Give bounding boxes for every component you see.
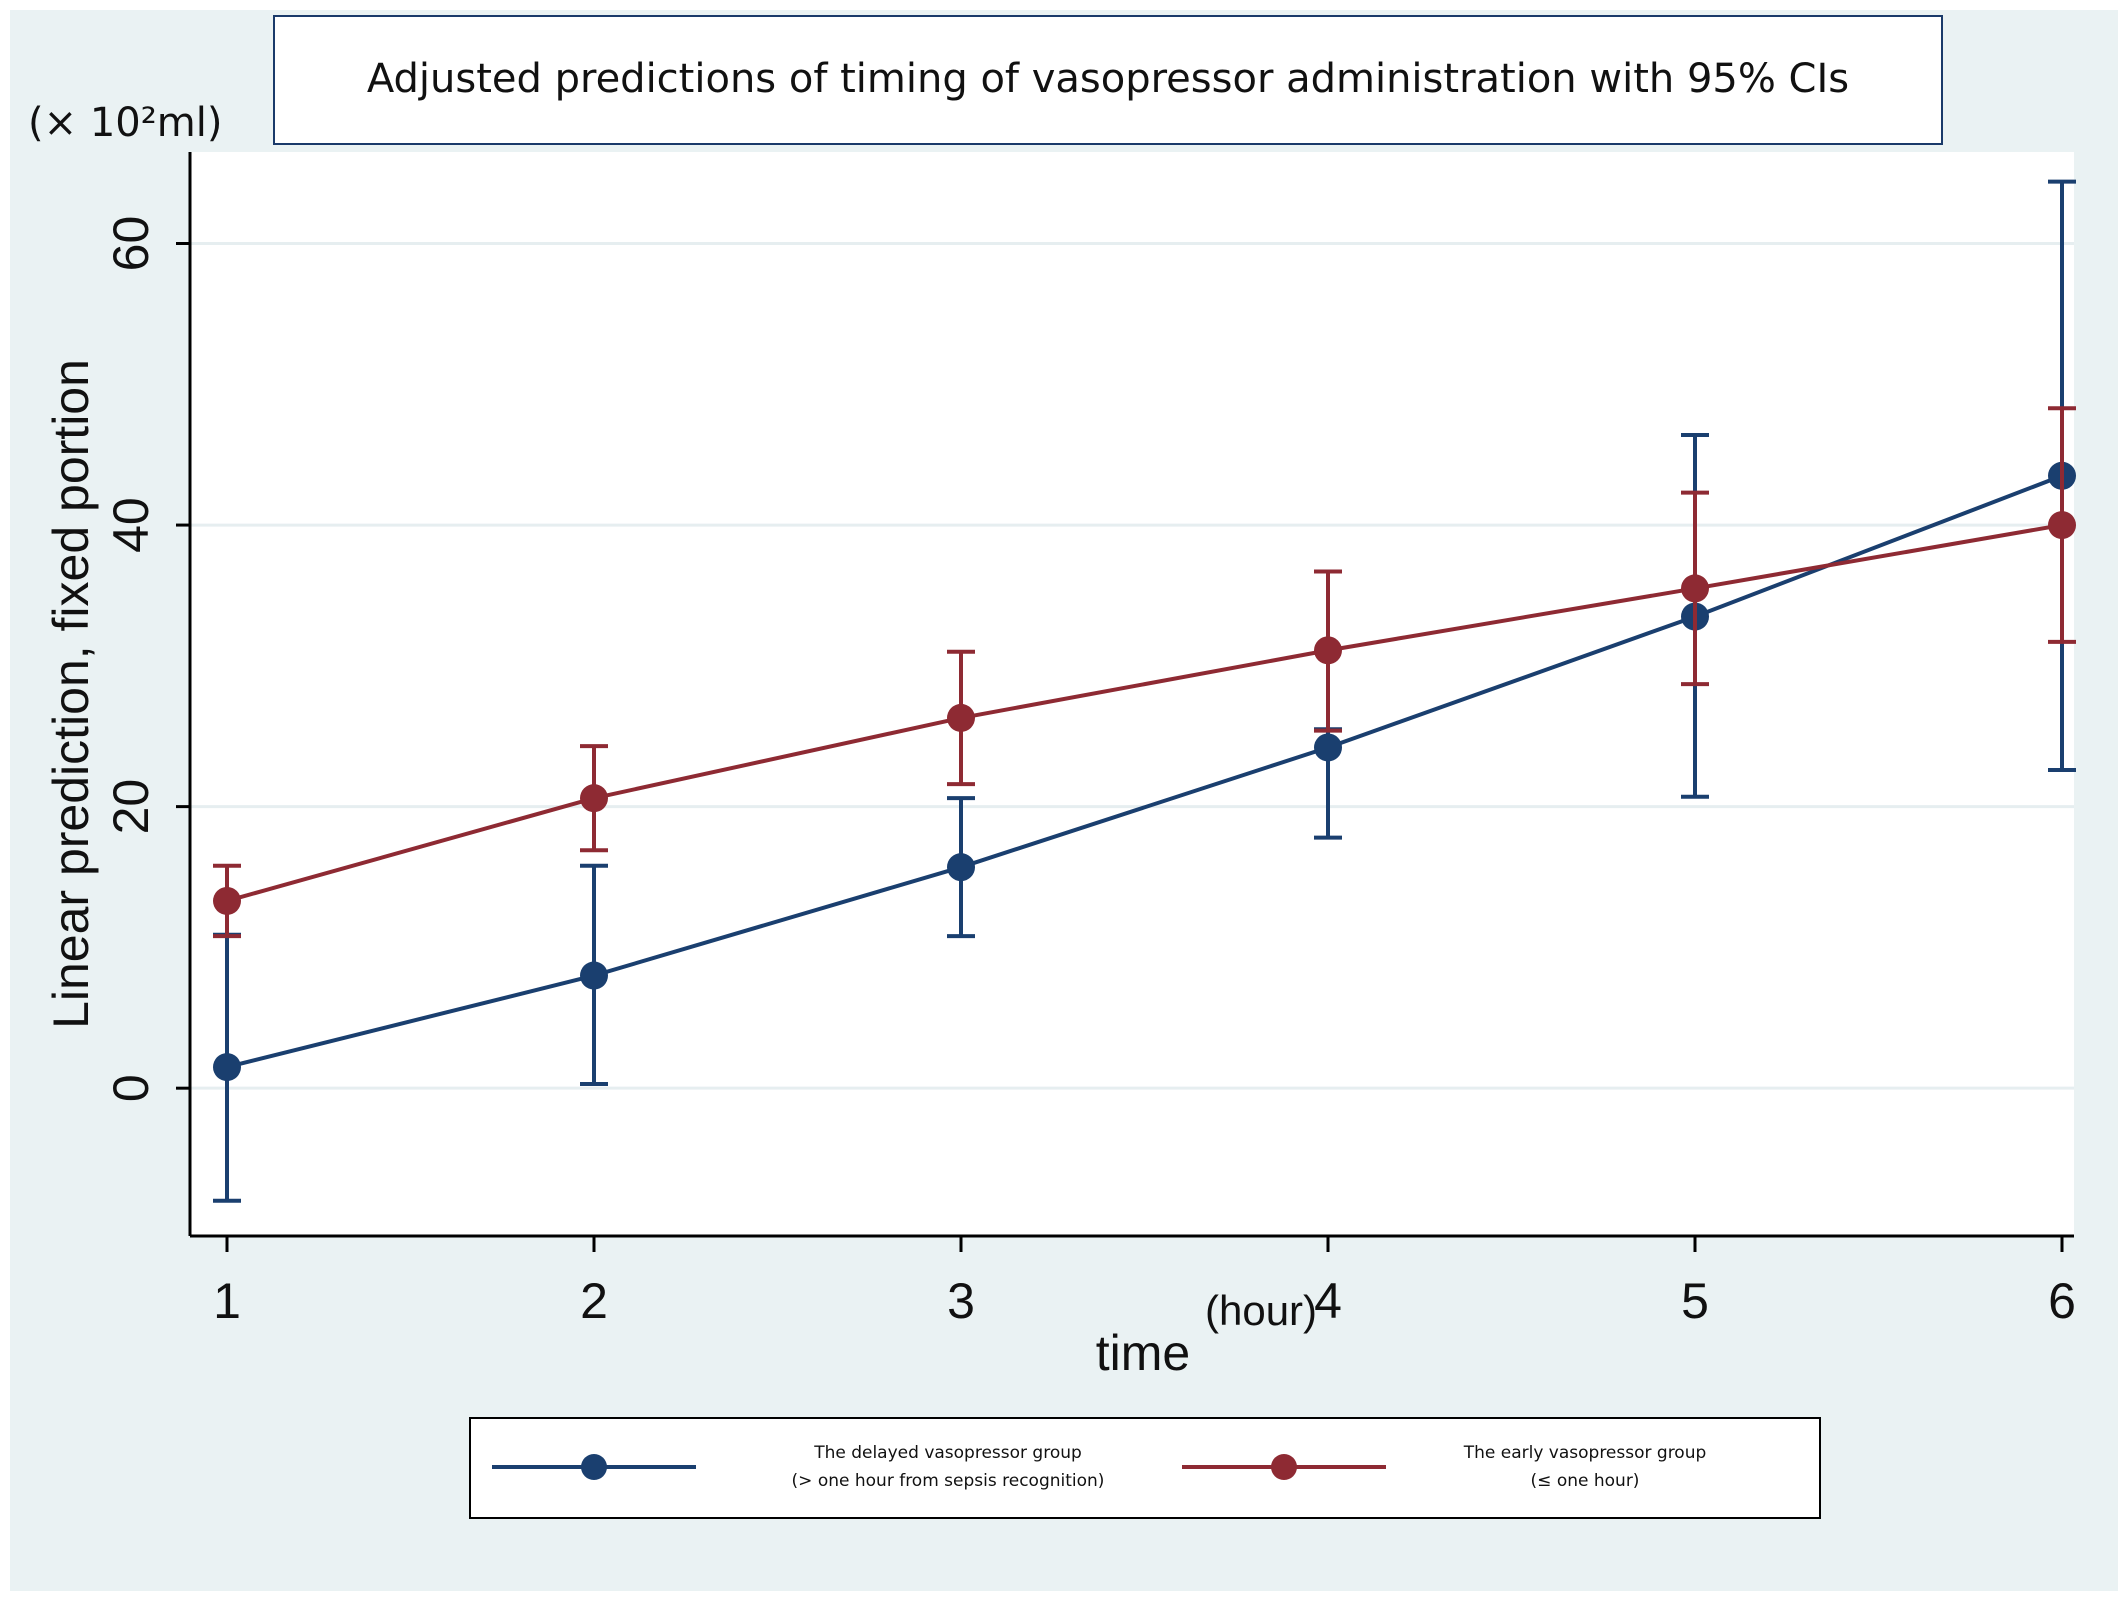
x-tick-label-1: 1 [213,1273,241,1329]
y-tick-label-0: 0 [103,1074,159,1102]
data-point-early-2 [580,784,608,813]
x-axis-title: time [1096,1325,1190,1381]
data-point-delayed-2 [580,961,608,990]
legend-label-delayed-line2: (> one hour from sepsis recognition) [792,1471,1105,1491]
gridlines [191,242,2074,1090]
series-line-delayed [226,473,2063,1070]
legend-label-early-line2: (≤ one hour) [1531,1471,1640,1491]
data-point-delayed-1 [213,1053,241,1082]
series-line-early [226,523,2063,903]
data-point-early-6 [2048,511,2076,540]
legend-entry-delayed: The delayed vasopressor group (> one hou… [492,1443,1104,1491]
data-point-delayed-3 [947,853,975,882]
y-tick-label-40: 40 [103,497,159,553]
legend-label-early: The early vasopressor group [1463,1443,1707,1463]
x-tick-label-3: 3 [947,1273,975,1329]
data-point-early-1 [213,886,241,915]
series-early [213,406,2076,939]
legend-entry-early: The early vasopressor group (≤ one hour) [1182,1443,1706,1491]
x-axis-unit: (hour) [1205,1287,1317,1334]
data-point-early-4 [1314,636,1342,665]
legend-swatch-marker-delayed [581,1454,607,1480]
series-group [213,179,2076,1203]
y-axis-ticks: 0 20 40 60 [103,216,190,1102]
y-axis-title: Linear prediction, fixed portion [43,359,99,1029]
chart-title: Adjusted predictions of timing of vasopr… [367,56,1849,102]
x-tick-label-5: 5 [1681,1273,1709,1329]
x-tick-label-4: 4 [1314,1273,1342,1329]
title-box [273,15,1943,145]
x-tick-label-2: 2 [580,1273,608,1329]
legend-label-delayed: The delayed vasopressor group [813,1443,1082,1463]
x-tick-label-6: 6 [2048,1273,2076,1329]
x-axis-ticks: 1 2 3 4 5 6 [213,1236,2076,1329]
legend-swatch-marker-early [1271,1454,1297,1480]
plot-area [190,152,2074,1236]
data-point-early-3 [947,703,975,732]
y-unit-label: (× 10²ml) [28,100,222,146]
y-tick-label-20: 20 [103,779,159,835]
data-point-delayed-4 [1314,733,1342,762]
y-tick-label-60: 60 [103,216,159,272]
data-point-early-5 [1681,574,1709,603]
